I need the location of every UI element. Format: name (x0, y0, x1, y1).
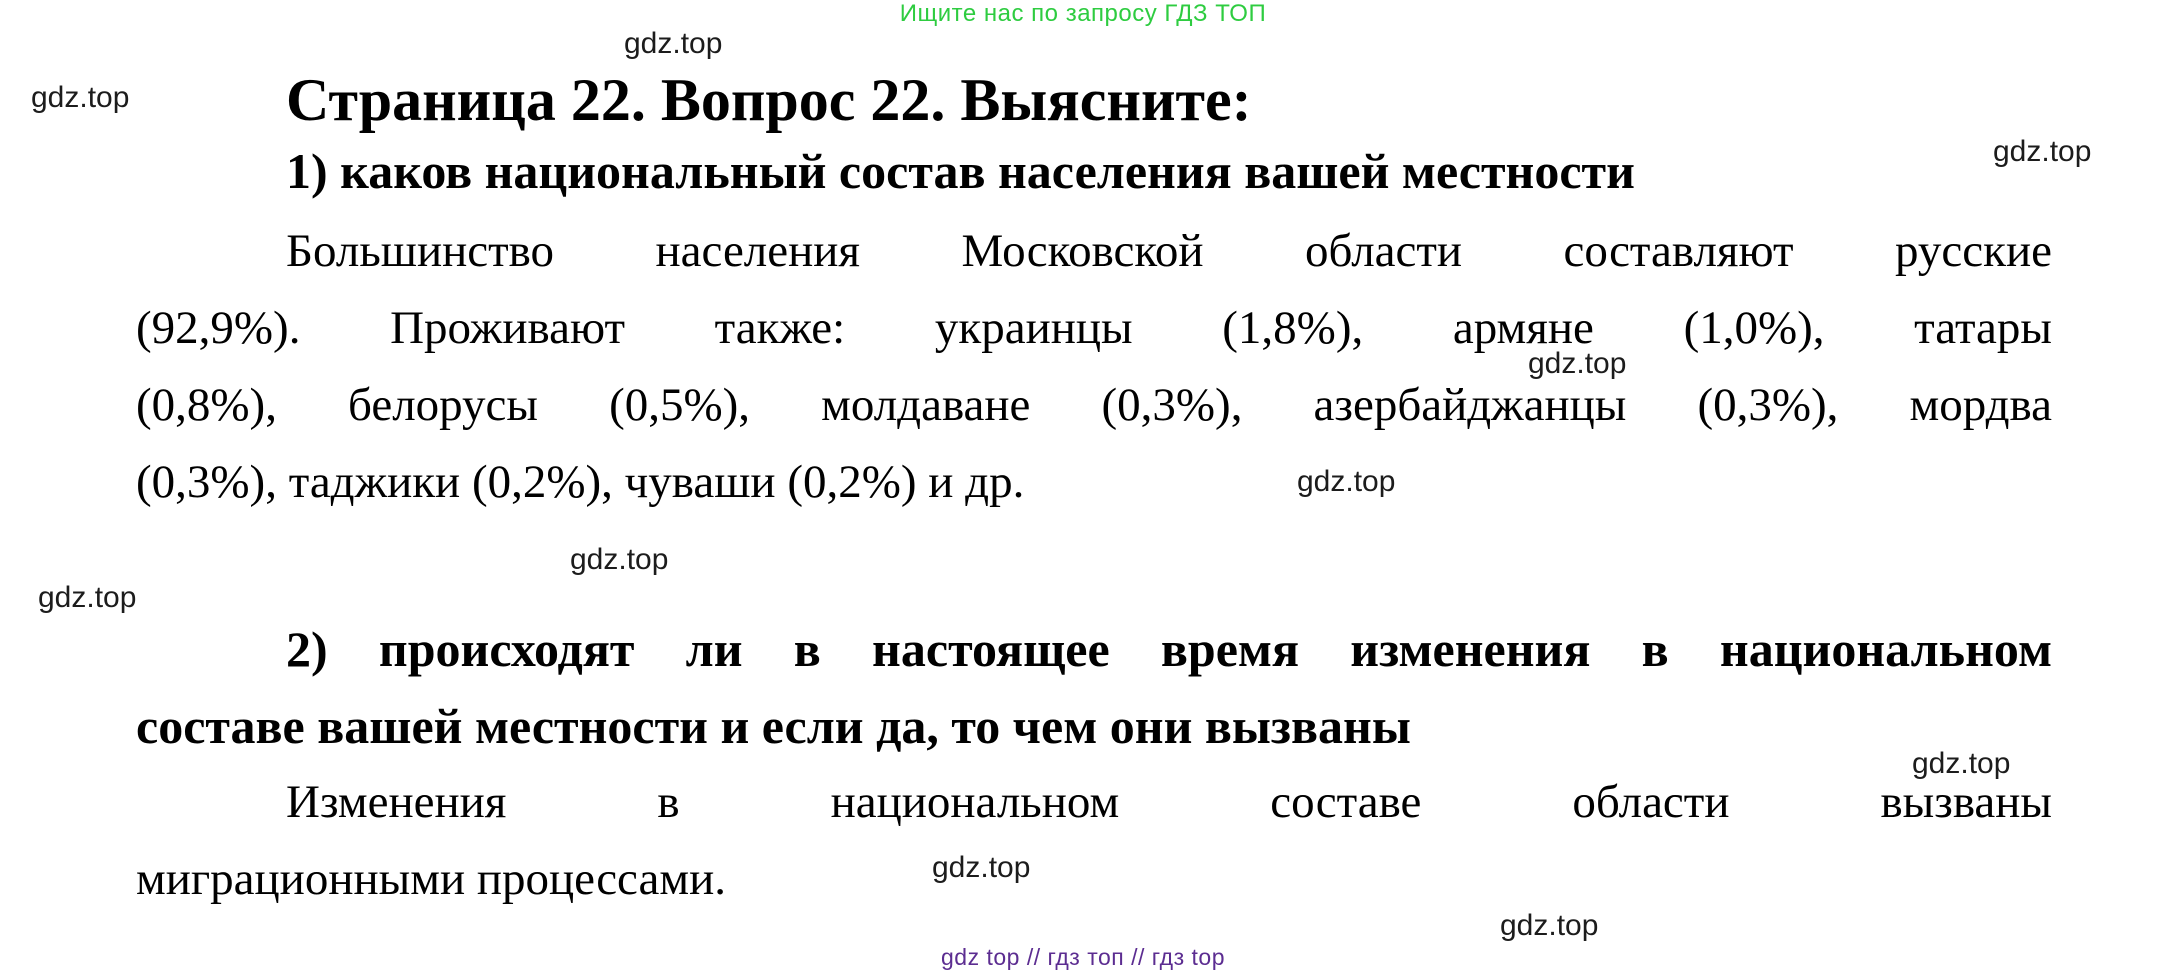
page-title: Страница 22. Вопрос 22. Выясните: (136, 62, 2052, 139)
answer-1-paragraph: Большинство населения Московской области… (136, 213, 2052, 521)
gdz-watermark: gdz.top (932, 851, 1031, 884)
answer-line: (0,3%), таджики (0,2%), чуваши (0,2%) и … (136, 456, 1025, 508)
answer-line: миграционными процессами. (136, 853, 727, 905)
answer-2-paragraph: Изменения в национальном составе области… (136, 764, 2052, 918)
question-2-heading-line: 2) происходят ли в настоящее время измен… (286, 621, 2052, 677)
gdz-watermark: gdz.top (1528, 347, 1627, 380)
question-1-heading-text: 1) каков национальный состав населения в… (286, 143, 1635, 199)
question-1-heading: 1) каков национальный состав населения в… (136, 133, 2052, 210)
gdz-watermark: gdz.top (624, 27, 723, 60)
promo-banner: Ищите нас по запросу ГДЗ ТОП (899, 0, 1267, 27)
gdz-watermark: gdz.top (570, 543, 669, 576)
page-title-text: Страница 22. Вопрос 22. Выясните: (286, 67, 1252, 133)
answer-line: Большинство населения Московской области… (286, 225, 2052, 277)
gdz-watermark: gdz.top (1500, 909, 1599, 942)
gdz-watermark: gdz.top (1297, 465, 1396, 498)
gdz-watermark: gdz.top (38, 581, 137, 614)
question-2-heading-line: составе вашей местности и если да, то че… (136, 698, 1411, 754)
answer-line: (0,8%), белорусы (0,5%), молдаване (0,3%… (136, 379, 2052, 431)
site-footer-links: gdz top // гдз топ // гдз top (941, 944, 1225, 970)
answer-line: (92,9%). Проживают также: украинцы (1,8%… (136, 302, 2052, 354)
gdz-watermark: gdz.top (1912, 747, 2011, 780)
gdz-watermark: gdz.top (1993, 135, 2092, 168)
gdz-watermark: gdz.top (31, 81, 130, 114)
question-2-heading: 2) происходят ли в настоящее время измен… (136, 611, 2052, 765)
answer-line: Изменения в национальном составе области… (286, 776, 2052, 828)
